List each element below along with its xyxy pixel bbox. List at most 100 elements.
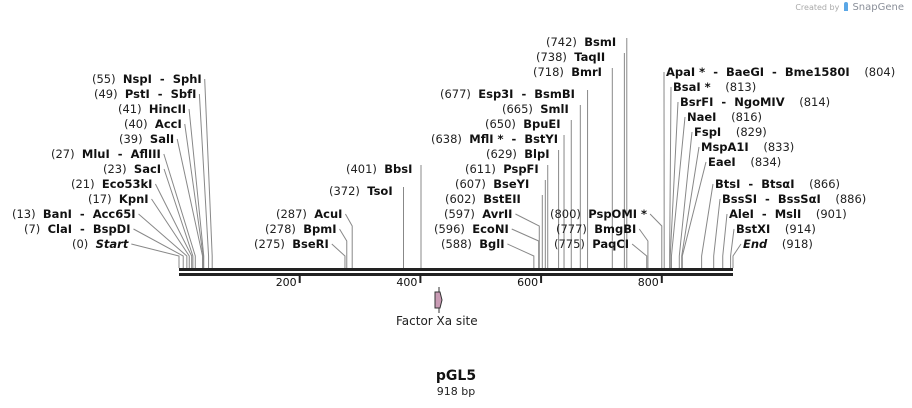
enzyme-name[interactable]: HincII (148, 102, 187, 116)
enzyme-name[interactable]: MspA1I (701, 140, 749, 154)
enzyme-site-label[interactable]: (372) TsoI (329, 184, 393, 198)
enzyme-name[interactable]: End (743, 237, 768, 251)
enzyme-name[interactable]: MflI * (469, 132, 504, 146)
enzyme-name[interactable]: NspI (122, 72, 152, 86)
enzyme-site-label[interactable]: (597) AvrII (444, 207, 512, 221)
enzyme-name[interactable]: BstYI (524, 132, 559, 146)
enzyme-name[interactable]: BaeGI (726, 65, 765, 79)
enzyme-site-label[interactable]: NaeI (816) (687, 110, 762, 124)
enzyme-site-label[interactable]: BtsI - BtsαI (866) (715, 177, 840, 191)
enzyme-name[interactable]: BsrFI (680, 95, 714, 109)
enzyme-site-label[interactable]: (602) BstEII (445, 192, 521, 206)
enzyme-site-label[interactable]: BstXI (914) (736, 222, 816, 236)
enzyme-name[interactable]: BanI (42, 207, 72, 221)
enzyme-site-label[interactable]: (21) Eco53kI (71, 177, 152, 191)
enzyme-name[interactable]: ClaI (47, 222, 73, 236)
enzyme-name[interactable]: MluI (81, 147, 110, 161)
enzyme-name[interactable]: BpmI (303, 222, 337, 236)
enzyme-name[interactable]: AcuI (314, 207, 343, 221)
enzyme-site-label[interactable]: (23) SacI (103, 162, 161, 176)
enzyme-name[interactable]: BbsI (384, 162, 413, 176)
enzyme-site-label[interactable]: AleI - MslI (901) (729, 207, 847, 221)
feature-factor-xa[interactable] (434, 287, 443, 313)
enzyme-site-label[interactable]: (0) Start (72, 237, 128, 251)
enzyme-site-label[interactable]: (596) EcoNI (434, 222, 509, 236)
enzyme-site-label[interactable]: (287) AcuI (276, 207, 342, 221)
enzyme-name[interactable]: BstXI (736, 222, 771, 236)
enzyme-name[interactable]: PstI (124, 87, 150, 101)
enzyme-name[interactable]: SphI (172, 72, 202, 86)
enzyme-name[interactable]: Acc65I (92, 207, 136, 221)
enzyme-site-label[interactable]: (588) BglI (441, 237, 504, 251)
enzyme-site-label[interactable]: (13) BanI - Acc65I (12, 207, 136, 221)
enzyme-site-label[interactable]: ApaI * - BaeGI - Bme1580I (804) (666, 65, 895, 79)
enzyme-name[interactable]: TsoI (367, 184, 393, 198)
enzyme-site-label[interactable]: (611) PspFI (465, 162, 539, 176)
enzyme-name[interactable]: SalI (149, 132, 175, 146)
enzyme-name[interactable]: BpuEI (523, 117, 561, 131)
enzyme-site-label[interactable]: (7) ClaI - BspDI (24, 222, 131, 236)
enzyme-name[interactable]: AccI (154, 117, 182, 131)
enzyme-site-label[interactable]: (638) MflI * - BstYI (431, 132, 558, 146)
enzyme-name[interactable]: KpnI (118, 192, 149, 206)
enzyme-site-label[interactable]: (278) BpmI (265, 222, 337, 236)
enzyme-name[interactable]: BssSI (722, 192, 758, 206)
enzyme-name[interactable]: BssSαI (777, 192, 821, 206)
enzyme-name[interactable]: SmlI (540, 102, 569, 116)
enzyme-site-label[interactable]: (629) BlpI (486, 147, 549, 161)
enzyme-name[interactable]: NaeI (687, 110, 717, 124)
enzyme-name[interactable]: ApaI * (666, 65, 706, 79)
enzyme-name[interactable]: NgoMIV (734, 95, 785, 109)
enzyme-name[interactable]: MslI (774, 207, 802, 221)
enzyme-site-label[interactable]: EaeI (834) (708, 155, 781, 169)
enzyme-name[interactable]: EaeI (708, 155, 736, 169)
enzyme-site-label[interactable]: (777) BmgBI (556, 222, 636, 236)
enzyme-name[interactable]: BsaI * (673, 80, 711, 94)
enzyme-site-label[interactable]: (800) PspOMI * (550, 207, 647, 221)
enzyme-name[interactable]: Start (95, 237, 129, 251)
enzyme-name[interactable]: SbfI (170, 87, 197, 101)
enzyme-name[interactable]: BtsαI (761, 177, 795, 191)
enzyme-name[interactable]: PspFI (503, 162, 539, 176)
enzyme-name[interactable]: BmrI (571, 65, 602, 79)
enzyme-site-label[interactable]: (49) PstI - SbfI (94, 87, 196, 101)
enzyme-name[interactable]: TaqII (574, 50, 606, 64)
enzyme-site-label[interactable]: FspI (829) (694, 125, 767, 139)
enzyme-name[interactable]: BglI (479, 237, 505, 251)
enzyme-site-label[interactable]: (650) BpuEI (485, 117, 561, 131)
enzyme-name[interactable]: AflIII (130, 147, 161, 161)
enzyme-name[interactable]: BsmBI (534, 87, 575, 101)
enzyme-name[interactable]: BstEII (483, 192, 521, 206)
enzyme-site-label[interactable]: (742) BsmI (546, 35, 616, 49)
enzyme-name[interactable]: Esp3I (478, 87, 514, 101)
enzyme-name[interactable]: AleI (729, 207, 754, 221)
enzyme-site-label[interactable]: (41) HincII (118, 102, 186, 116)
enzyme-site-label[interactable]: (775) PaqCI (554, 237, 629, 251)
enzyme-name[interactable]: EcoNI (472, 222, 509, 236)
enzyme-site-label[interactable]: (738) TaqII (536, 50, 605, 64)
enzyme-name[interactable]: PspOMI * (588, 207, 648, 221)
enzyme-name[interactable]: FspI (694, 125, 722, 139)
enzyme-name[interactable]: BspDI (92, 222, 131, 236)
enzyme-site-label[interactable]: (27) MluI - AflIII (51, 147, 161, 161)
enzyme-name[interactable]: BseRI (292, 237, 329, 251)
enzyme-name[interactable]: SacI (133, 162, 162, 176)
enzyme-name[interactable]: PaqCI (592, 237, 630, 251)
enzyme-name[interactable]: BtsI (715, 177, 741, 191)
enzyme-site-label[interactable]: (607) BseYI (455, 177, 529, 191)
enzyme-site-label[interactable]: (55) NspI - SphI (92, 72, 202, 86)
feature-arrow-icon[interactable] (434, 291, 443, 309)
enzyme-site-label[interactable]: (718) BmrI (533, 65, 602, 79)
enzyme-name[interactable]: AvrII (482, 207, 513, 221)
enzyme-name[interactable]: BmgBI (594, 222, 637, 236)
enzyme-site-label[interactable]: BsaI * (813) (673, 80, 756, 94)
enzyme-name[interactable]: Bme1580I (784, 65, 850, 79)
enzyme-site-label[interactable]: (401) BbsI (346, 162, 412, 176)
enzyme-site-label[interactable]: MspA1I (833) (701, 140, 794, 154)
enzyme-name[interactable]: Eco53kI (101, 177, 153, 191)
enzyme-site-label[interactable]: End (918) (743, 237, 813, 251)
enzyme-name[interactable]: BsmI (584, 35, 617, 49)
enzyme-site-label[interactable]: (17) KpnI (88, 192, 149, 206)
enzyme-site-label[interactable]: (665) SmlI (502, 102, 569, 116)
enzyme-name[interactable]: BseYI (493, 177, 530, 191)
